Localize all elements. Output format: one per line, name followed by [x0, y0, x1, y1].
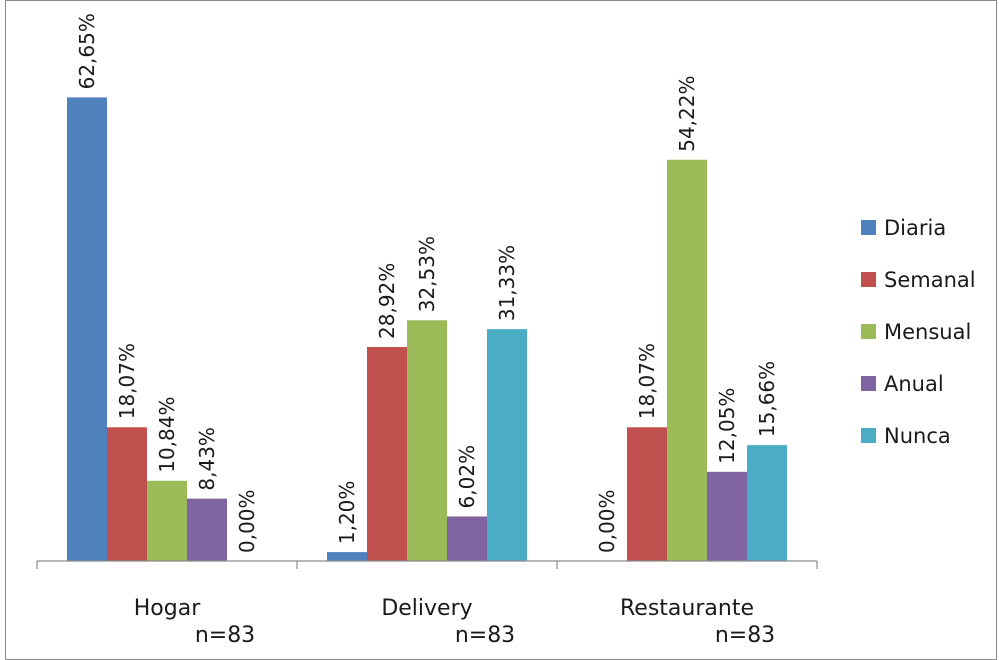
x-axis	[36, 560, 818, 569]
bar-mensual-hogar	[147, 480, 187, 561]
bar-semanal-hogar	[107, 427, 147, 561]
value-label-mensual-restaurante: 54,22%	[675, 76, 699, 152]
bar-semanal-delivery	[367, 346, 407, 561]
bar-anual-hogar	[187, 498, 227, 561]
value-label-semanal-hogar: 18,07%	[115, 343, 139, 419]
value-labels-layer: 62,65% 18,07% 10,84% 8,43% 0,00% 1,20% 28,92% 3…	[75, 13, 779, 553]
value-label-anual-hogar: 8,43%	[195, 427, 219, 491]
bar-diaria-hogar	[67, 97, 107, 561]
category-label-hogar: Hogar	[134, 596, 201, 621]
legend-swatch-anual	[861, 376, 876, 391]
value-label-anual-delivery: 6,02%	[455, 445, 479, 509]
bar-nunca-restaurante	[747, 445, 787, 561]
category-label-delivery: Delivery	[381, 596, 472, 621]
value-label-semanal-restaurante: 18,07%	[635, 343, 659, 419]
category-note-hogar: n=83	[195, 623, 255, 646]
legend-swatch-diaria	[861, 220, 876, 235]
bars-layer	[67, 97, 787, 561]
legend-swatch-semanal	[861, 272, 876, 287]
legend-label-nunca: Nunca	[884, 424, 951, 448]
bar-nunca-delivery	[487, 329, 527, 561]
value-label-semanal-delivery: 28,92%	[375, 263, 399, 339]
value-label-nunca-restaurante: 15,66%	[755, 361, 779, 437]
category-note-delivery: n=83	[455, 623, 515, 646]
legend-label-anual: Anual	[884, 372, 944, 396]
value-label-anual-restaurante: 12,05%	[715, 388, 739, 464]
legend-label-diaria: Diaria	[884, 216, 946, 240]
bar-anual-delivery	[447, 516, 487, 561]
bar-mensual-delivery	[407, 320, 447, 561]
legend-swatch-nunca	[861, 428, 876, 443]
bar-anual-restaurante	[707, 471, 747, 561]
legend-swatch-mensual	[861, 324, 876, 339]
value-label-mensual-hogar: 10,84%	[155, 397, 179, 473]
bar-diaria-delivery	[327, 552, 367, 561]
value-label-nunca-hogar: 0,00%	[235, 489, 259, 553]
value-label-diaria-delivery: 1,20%	[335, 481, 359, 545]
value-label-diaria-hogar: 62,65%	[75, 13, 99, 89]
legend-label-mensual: Mensual	[884, 320, 971, 344]
value-label-mensual-delivery: 32,53%	[415, 236, 439, 312]
legend-label-semanal: Semanal	[884, 268, 976, 292]
bar-semanal-restaurante	[627, 427, 667, 561]
legend: Diaria Semanal Mensual Anual Nunca	[861, 216, 976, 448]
bar-chart: 62,65% 18,07% 10,84% 8,43% 0,00% 1,20% 28,92% 3…	[36, 13, 976, 646]
bar-mensual-restaurante	[667, 159, 707, 561]
category-label-restaurante: Restaurante	[620, 596, 754, 621]
value-label-diaria-restaurante: 0,00%	[595, 489, 619, 553]
value-label-nunca-delivery: 31,33%	[495, 245, 519, 321]
category-note-restaurante: n=83	[715, 623, 775, 646]
